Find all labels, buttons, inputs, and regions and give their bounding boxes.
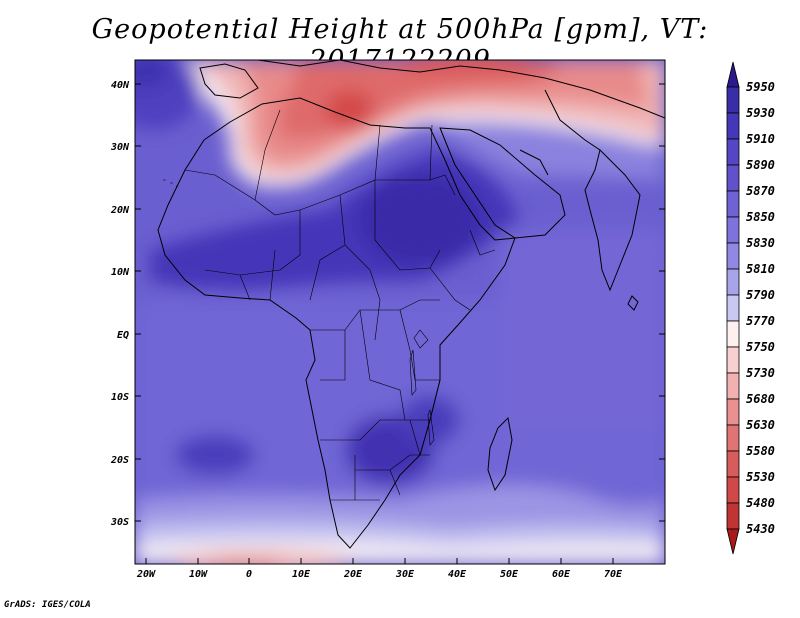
colorbar-label: 5830 [746,236,775,250]
colorbar: 5950 5930 5910 5890 5870 5850 5830 5810 … [726,61,775,555]
lon-label-10w: 10W [189,569,208,580]
lat-label-10s: 10S [111,392,129,403]
colorbar-label: 5580 [746,444,775,458]
plot-frame [134,59,666,565]
colorbar-box [726,86,740,114]
credit-text: GrADS: IGES/COLA [4,600,91,610]
colorbar-box [726,398,740,426]
lat-label-30n: 30N [110,142,130,153]
coastlines [157,60,665,549]
colorbar-bottom-arrow [726,528,740,555]
lat-label-10n: 10N [111,267,130,278]
lon-label-20e: 20E [343,569,363,580]
lat-label-20s: 20S [110,455,129,466]
borders [163,109,496,501]
colorbar-label: 5430 [746,522,775,536]
lat-label-eq: EQ [117,330,129,341]
latitude-axis: 40N 30N 20N 10N EQ 10S 20S 30S [110,80,665,528]
colorbar-box [726,112,740,140]
lon-label-50e: 50E [500,569,519,580]
colorbar-box [726,138,740,166]
colorbar-box [726,476,740,504]
colorbar-box [726,320,740,348]
colorbar-label: 5950 [746,80,775,94]
colorbar-label: 5850 [746,210,775,224]
lon-label-0: 0 [246,569,252,580]
colorbar-box [726,216,740,244]
colorbar-label: 5530 [746,470,775,484]
colorbar-label: 5930 [746,106,775,120]
colorbar-box [726,242,740,270]
lat-label-20n: 20N [110,205,130,216]
lon-label-40e: 40E [448,569,467,580]
colorbar-box [726,450,740,478]
colorbar-label: 5770 [746,314,775,328]
colorbar-label: 5790 [746,288,775,302]
height-field [135,60,665,564]
lat-label-30s: 30S [110,517,129,528]
colorbar-box [726,294,740,322]
colorbar-label: 5730 [746,366,775,380]
colorbar-label: 5910 [746,132,775,146]
lon-label-70e: 70E [604,569,623,580]
colorbar-label: 5810 [746,262,775,276]
colorbar-label: 5680 [746,392,775,406]
colorbar-box [726,424,740,452]
longitude-axis: 20W 10W 0 10E 20E 30E 40E 50E 60E 70E [136,558,623,580]
colorbar-box [726,164,740,192]
colorbar-label: 5750 [746,340,775,354]
colorbar-box [726,502,740,530]
lon-label-20w: 20W [136,569,156,580]
colorbar-label: 5870 [746,184,775,198]
lon-label-10e: 10E [292,569,311,580]
colorbar-top-arrow [726,61,740,88]
colorbar-box [726,372,740,400]
lon-label-60e: 60E [552,569,571,580]
colorbar-label: 5890 [746,158,775,172]
colorbar-box [726,190,740,218]
lon-label-30e: 30E [395,569,415,580]
lat-label-40n: 40N [111,80,130,91]
colorbar-label: 5480 [746,496,775,510]
colorbar-box [726,346,740,374]
colorbar-label: 5630 [746,418,775,432]
colorbar-box [726,268,740,296]
